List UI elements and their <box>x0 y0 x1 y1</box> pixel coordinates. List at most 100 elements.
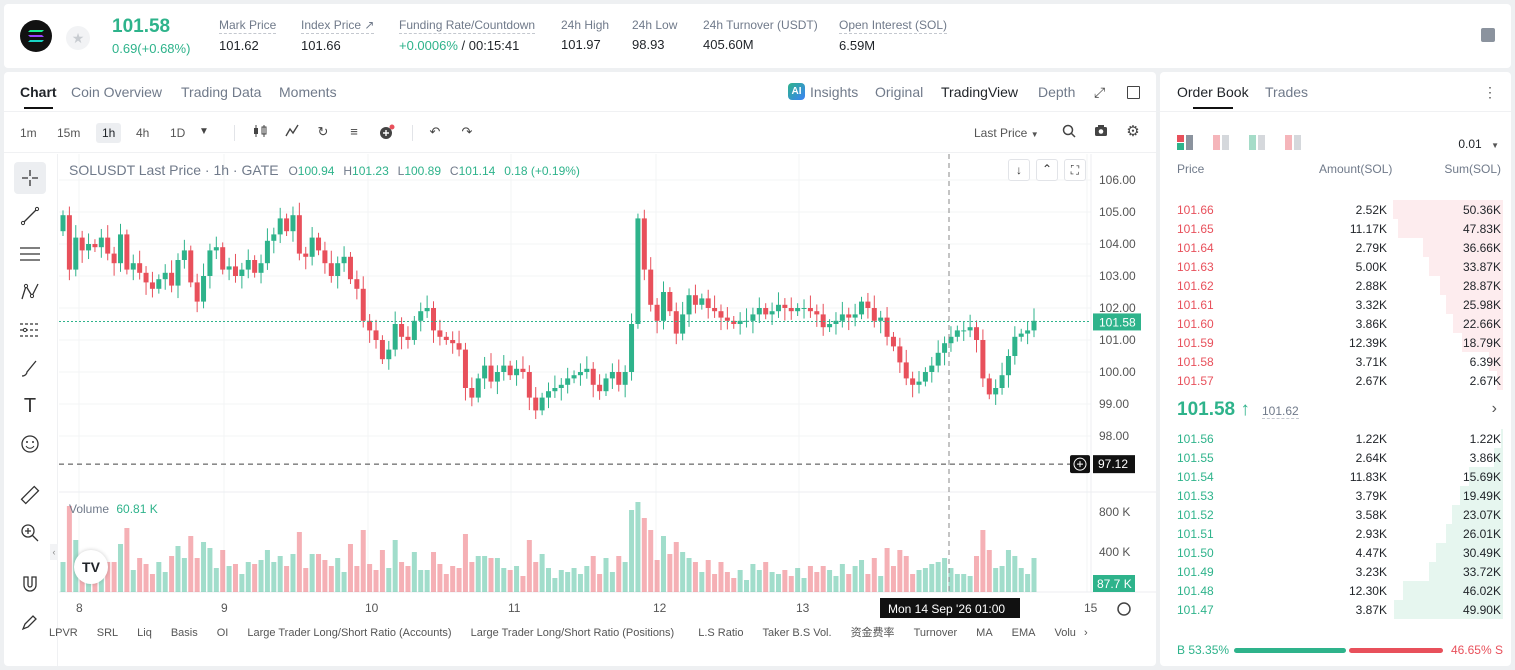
volume-bar <box>692 562 698 592</box>
bid-row[interactable]: 101.50 4.47K 30.49K <box>1160 543 1511 562</box>
precision-select[interactable]: 0.01 ▼ <box>1458 137 1499 151</box>
text-icon[interactable]: T <box>23 394 37 417</box>
emoji-icon[interactable] <box>14 428 46 460</box>
chevron-right-icon[interactable]: › <box>1491 400 1497 417</box>
indicator-tab[interactable]: OI <box>216 627 229 639</box>
tab-moments[interactable]: Moments <box>279 84 337 100</box>
window-icon[interactable] <box>1127 86 1140 99</box>
gear-icon[interactable]: ⚙ <box>1126 123 1140 140</box>
volume-bar <box>514 566 520 592</box>
bid-row[interactable]: 101.51 2.93K 26.01K <box>1160 524 1511 543</box>
bid-row[interactable]: 101.49 3.23K 33.72K <box>1160 562 1511 581</box>
zoom-in-icon[interactable] <box>14 517 46 549</box>
timeframe-1h[interactable]: 1h <box>96 123 122 143</box>
ask-row[interactable]: 101.57 2.67K 2.67K <box>1160 371 1511 390</box>
view-bids-icon[interactable] <box>1249 135 1267 154</box>
order-sum: 3.86K <box>1469 451 1501 465</box>
candle-body <box>699 298 705 305</box>
candlestick-type-icon[interactable] <box>252 124 268 140</box>
ask-row[interactable]: 101.59 12.39K 18.79K <box>1160 333 1511 352</box>
price-source-select[interactable]: Last Price ▼ <box>974 126 1039 140</box>
magnet-icon[interactable] <box>14 568 46 600</box>
tab-trading-data[interactable]: Trading Data <box>181 84 262 100</box>
buy-sell-ratio: B 53.35% 46.65% S <box>1177 643 1503 657</box>
bid-row[interactable]: 101.47 3.87K 49.90K <box>1160 600 1511 619</box>
timeframe-1d[interactable]: 1D <box>170 126 186 140</box>
ask-row[interactable]: 101.64 2.79K 36.66K <box>1160 238 1511 257</box>
bid-row[interactable]: 101.52 3.58K 23.07K <box>1160 505 1511 524</box>
arrow-down-icon[interactable]: ↓ <box>1008 159 1030 181</box>
volume-bar <box>316 554 322 592</box>
indicator-tab[interactable]: Volu <box>1054 627 1076 639</box>
fullscreen-icon[interactable]: ⛶ <box>1064 159 1086 181</box>
bid-row[interactable]: 101.56 1.22K 1.22K <box>1160 429 1511 448</box>
tab-order-book[interactable]: Order Book <box>1177 84 1249 109</box>
collapse-icon[interactable]: ⌃ <box>1036 159 1058 181</box>
indicator-tab[interactable]: Large Trader Long/Short Ratio (Positions… <box>470 627 675 639</box>
ask-row[interactable]: 101.62 2.88K 28.87K <box>1160 276 1511 295</box>
tab-chart[interactable]: Chart <box>20 84 57 109</box>
indicator-tab[interactable]: EMA <box>1011 627 1036 639</box>
favorite-star-icon[interactable]: ★ <box>66 26 90 50</box>
timeframe-4h[interactable]: 4h <box>136 126 150 140</box>
stat-index-price[interactable]: Index Price ↗ 101.66 <box>301 18 375 53</box>
indicator-tab[interactable]: Large Trader Long/Short Ratio (Accounts) <box>247 627 452 639</box>
redo-icon[interactable]: ↷ <box>461 124 473 139</box>
pattern-icon[interactable] <box>14 276 46 308</box>
settings-list-icon[interactable]: ≡ <box>350 124 358 139</box>
indicator-tab[interactable]: 资金费率 <box>850 627 895 639</box>
view-asks-icon[interactable] <box>1213 135 1231 154</box>
indicator-tab[interactable]: SRL <box>96 627 119 639</box>
timeframe-1m[interactable]: 1m <box>20 126 37 140</box>
search-icon[interactable] <box>1061 124 1077 140</box>
indicator-tab[interactable]: L.S Ratio <box>698 627 744 639</box>
indicator-tab[interactable]: Liq <box>137 627 152 639</box>
ask-row[interactable]: 101.61 3.32K 25.98K <box>1160 295 1511 314</box>
bid-row[interactable]: 101.54 11.83K 15.69K <box>1160 467 1511 486</box>
brush-icon[interactable] <box>14 352 46 384</box>
view-both-icon[interactable] <box>1177 135 1195 154</box>
order-amount: 12.30K <box>1348 584 1387 598</box>
ruler-icon[interactable] <box>14 479 46 511</box>
indicator-tab[interactable]: MA <box>976 627 993 639</box>
camera-icon[interactable] <box>1093 124 1109 140</box>
horizontal-lines-icon[interactable] <box>14 238 46 270</box>
crosshair-icon[interactable] <box>14 162 46 194</box>
view-sell-icon[interactable] <box>1285 135 1303 154</box>
add-indicator-icon[interactable] <box>379 124 395 140</box>
axis-settings-icon[interactable] <box>1117 602 1131 616</box>
more-vertical-icon[interactable]: ⋮ <box>1483 84 1497 100</box>
refresh-icon[interactable]: ↻ <box>317 124 329 139</box>
view-insights[interactable]: Insights <box>810 84 859 100</box>
chevron-left-icon[interactable]: ‹ <box>50 544 58 560</box>
indicator-tab[interactable]: LPVR <box>49 627 78 639</box>
tab-trades[interactable]: Trades <box>1265 84 1309 100</box>
view-original[interactable]: Original <box>875 84 924 100</box>
view-tradingview[interactable]: TradingView <box>941 84 1019 100</box>
ask-row[interactable]: 101.63 5.00K 33.87K <box>1160 257 1511 276</box>
indicator-tab[interactable]: Basis <box>170 627 198 639</box>
bid-row[interactable]: 101.53 3.79K 19.49K <box>1160 486 1511 505</box>
expand-icon[interactable]: ⤢ <box>1094 84 1106 100</box>
indicators-icon[interactable] <box>284 124 300 140</box>
candlestick-chart[interactable]: 106.00105.00104.00103.00102.00101.00100.… <box>4 72 1156 666</box>
pencil-lock-icon[interactable] <box>14 606 46 638</box>
timeframe-15m[interactable]: 15m <box>57 126 81 140</box>
tab-coin-overview[interactable]: Coin Overview <box>71 84 163 100</box>
ask-row[interactable]: 101.65 11.17K 47.83K <box>1160 219 1511 238</box>
trend-line-icon[interactable] <box>14 200 46 232</box>
indicator-tab[interactable]: Taker B.S Vol. <box>762 627 832 639</box>
bid-row[interactable]: 101.55 2.64K 3.86K <box>1160 448 1511 467</box>
bid-row[interactable]: 101.48 12.30K 46.02K <box>1160 581 1511 600</box>
chevron-right-icon[interactable]: › <box>1083 627 1088 639</box>
undo-icon[interactable]: ↶ <box>429 124 441 139</box>
fib-retracement-icon[interactable] <box>14 314 46 346</box>
ask-row[interactable]: 101.66 2.52K 50.36K <box>1160 200 1511 219</box>
view-depth[interactable]: Depth <box>1038 84 1076 100</box>
ask-row[interactable]: 101.58 3.71K 6.39K <box>1160 352 1511 371</box>
candle-body <box>1018 333 1024 337</box>
book-icon[interactable] <box>1481 28 1495 42</box>
indicator-tab[interactable]: Turnover <box>913 627 958 639</box>
chevron-down-icon[interactable]: ▼ <box>199 126 209 137</box>
ask-row[interactable]: 101.60 3.86K 22.66K <box>1160 314 1511 333</box>
